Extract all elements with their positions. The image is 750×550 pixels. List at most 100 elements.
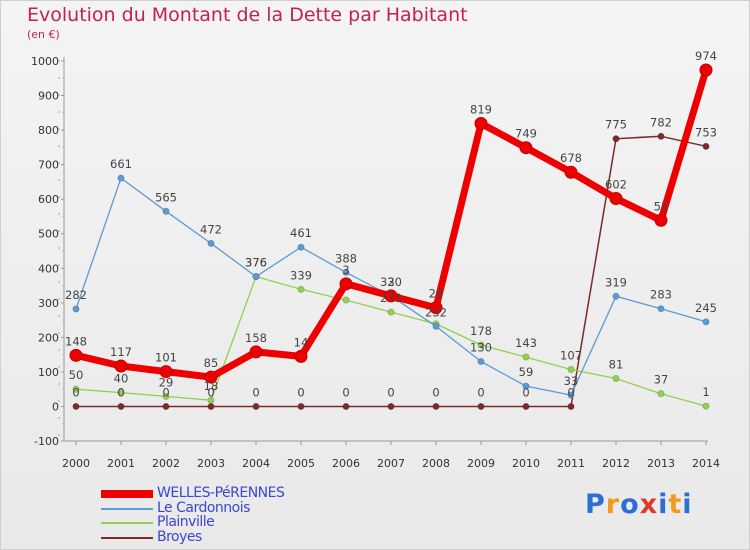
legend-item: Le Cardonnois xyxy=(101,500,381,516)
data-label: 37 xyxy=(654,373,669,387)
data-label: 18 xyxy=(204,379,219,393)
data-point xyxy=(162,207,170,215)
data-point xyxy=(114,359,128,373)
data-label: 0 xyxy=(432,385,439,399)
data-point xyxy=(342,268,350,276)
data-label: 3 xyxy=(387,275,394,289)
data-label: 107 xyxy=(560,348,582,362)
data-label: 782 xyxy=(650,115,672,129)
y-tick-label: -100 xyxy=(34,435,59,448)
data-label: 775 xyxy=(605,118,627,132)
data-label: 678 xyxy=(560,151,582,165)
data-label: 376 xyxy=(245,256,267,270)
data-label: 40 xyxy=(114,372,129,386)
data-point xyxy=(477,358,485,366)
data-point xyxy=(702,402,710,410)
logo-letter: r xyxy=(605,489,621,520)
legend-swatch xyxy=(101,522,153,524)
data-point xyxy=(207,396,215,404)
data-label: 320 xyxy=(380,275,402,289)
logo-letter: P xyxy=(585,489,606,520)
data-point xyxy=(207,402,215,410)
data-point xyxy=(72,402,80,410)
data-label: 282 xyxy=(65,288,87,302)
data-label: 29 xyxy=(159,375,174,389)
data-point xyxy=(477,402,485,410)
logo-letter: i xyxy=(658,489,669,520)
data-label: 273 xyxy=(380,291,402,305)
data-label: 158 xyxy=(245,331,267,345)
data-label: 388 xyxy=(335,251,357,265)
y-tick-label: 1000 xyxy=(31,55,59,68)
data-point xyxy=(384,289,398,303)
data-label: 461 xyxy=(290,226,312,240)
data-label: 753 xyxy=(695,125,717,139)
y-tick-label: 900 xyxy=(38,90,59,103)
data-label: 101 xyxy=(155,351,177,365)
y-tick-label: 700 xyxy=(38,159,59,172)
x-tick-label: 2009 xyxy=(467,457,495,470)
data-label: 33 xyxy=(564,374,579,388)
data-point xyxy=(297,243,305,251)
data-label: 3 xyxy=(342,263,349,277)
data-point xyxy=(204,370,218,384)
data-label: 143 xyxy=(515,336,537,350)
data-label: 819 xyxy=(470,103,492,117)
data-point xyxy=(702,142,710,150)
data-point xyxy=(567,391,575,399)
logo-letter: o xyxy=(620,489,640,520)
data-label: 1 xyxy=(702,385,709,399)
data-point xyxy=(657,305,665,313)
data-point xyxy=(429,301,443,315)
data-point xyxy=(72,305,80,313)
data-point xyxy=(297,285,305,293)
data-label: 232 xyxy=(425,305,447,319)
data-point xyxy=(522,402,530,410)
data-point xyxy=(252,273,260,281)
data-point xyxy=(567,365,575,373)
data-label: 0 xyxy=(297,385,304,399)
data-point xyxy=(69,348,83,362)
x-tick-label: 2005 xyxy=(287,457,315,470)
data-point xyxy=(699,63,713,77)
x-tick-label: 2008 xyxy=(422,457,450,470)
data-label: 245 xyxy=(695,301,717,315)
data-point xyxy=(339,277,353,291)
data-label: 283 xyxy=(650,288,672,302)
data-point xyxy=(159,365,173,379)
data-label: 974 xyxy=(695,49,717,63)
data-point xyxy=(342,296,350,304)
data-point xyxy=(162,402,170,410)
legend-label: WELLES-PéRENNES xyxy=(157,485,285,501)
data-point xyxy=(387,308,395,316)
data-label: 565 xyxy=(155,190,177,204)
x-tick-label: 2001 xyxy=(107,457,135,470)
legend-label: Broyes xyxy=(157,529,202,545)
data-point xyxy=(657,390,665,398)
legend-item: Broyes xyxy=(101,529,381,545)
legend-item: WELLES-PéRENNES xyxy=(101,485,381,501)
data-label: 50 xyxy=(69,368,84,382)
data-point xyxy=(117,402,125,410)
series-layer xyxy=(69,63,713,410)
x-tick-label: 2000 xyxy=(62,457,90,470)
y-tick-label: 400 xyxy=(38,262,59,275)
data-point xyxy=(654,213,668,227)
data-label: 0 xyxy=(162,385,169,399)
logo-letter: i xyxy=(682,489,693,520)
data-label: 472 xyxy=(200,222,222,236)
data-label: 0 xyxy=(117,385,124,399)
data-label: 749 xyxy=(515,127,537,141)
data-point xyxy=(387,402,395,410)
data-label: 0 xyxy=(252,385,259,399)
data-point xyxy=(477,341,485,349)
chart-axes: -100010020030040050060070080090010002000… xyxy=(31,55,720,470)
data-point xyxy=(567,402,575,410)
logo-letter: x xyxy=(639,489,659,520)
data-point xyxy=(342,402,350,410)
chart-title: Evolution du Montant de la Dette par Hab… xyxy=(27,4,468,26)
data-point xyxy=(207,239,215,247)
